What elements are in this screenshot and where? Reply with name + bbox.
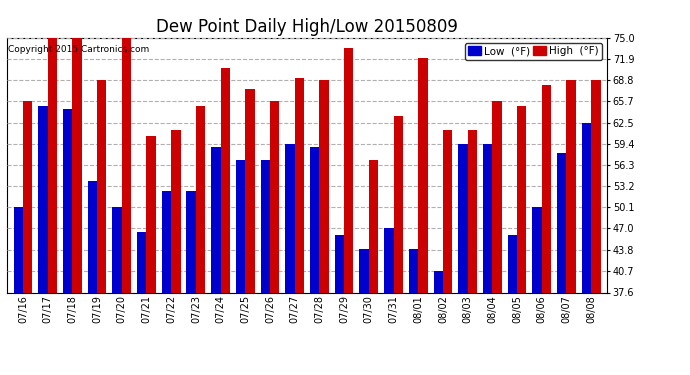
Title: Dew Point Daily High/Low 20150809: Dew Point Daily High/Low 20150809 [156, 18, 458, 36]
Bar [211, 147, 221, 292]
Bar [161, 191, 171, 292]
Bar [542, 85, 551, 292]
Bar [557, 153, 566, 292]
Bar [582, 123, 591, 292]
Bar [38, 106, 48, 292]
Text: Copyright 2015 Cartronics.com: Copyright 2015 Cartronics.com [8, 45, 149, 54]
Bar [335, 235, 344, 292]
Bar [245, 88, 255, 292]
Bar [63, 109, 72, 292]
Bar [493, 101, 502, 292]
Bar [23, 101, 32, 292]
Bar [344, 48, 353, 292]
Bar [146, 136, 156, 292]
Bar [14, 207, 23, 292]
Bar [508, 235, 517, 292]
Bar [48, 38, 57, 292]
Bar [221, 68, 230, 292]
Bar [261, 160, 270, 292]
Bar [310, 147, 319, 292]
Bar [285, 144, 295, 292]
Bar [591, 80, 600, 292]
Bar [566, 80, 576, 292]
Bar [458, 144, 468, 292]
Bar [418, 58, 428, 292]
Bar [72, 38, 81, 292]
Bar [409, 249, 418, 292]
Bar [186, 191, 196, 292]
Bar [88, 181, 97, 292]
Bar [236, 160, 245, 292]
Bar [483, 144, 493, 292]
Bar [97, 80, 106, 292]
Bar [196, 106, 205, 292]
Bar [468, 129, 477, 292]
Bar [270, 101, 279, 292]
Bar [112, 207, 121, 292]
Bar [443, 129, 453, 292]
Bar [319, 80, 329, 292]
Bar [295, 78, 304, 292]
Bar [384, 228, 393, 292]
Bar [121, 38, 131, 292]
Bar [433, 272, 443, 292]
Legend: Low  (°F), High  (°F): Low (°F), High (°F) [464, 43, 602, 60]
Bar [393, 116, 403, 292]
Bar [359, 249, 369, 292]
Bar [517, 106, 526, 292]
Bar [369, 160, 378, 292]
Bar [533, 207, 542, 292]
Bar [171, 129, 181, 292]
Bar [137, 232, 146, 292]
